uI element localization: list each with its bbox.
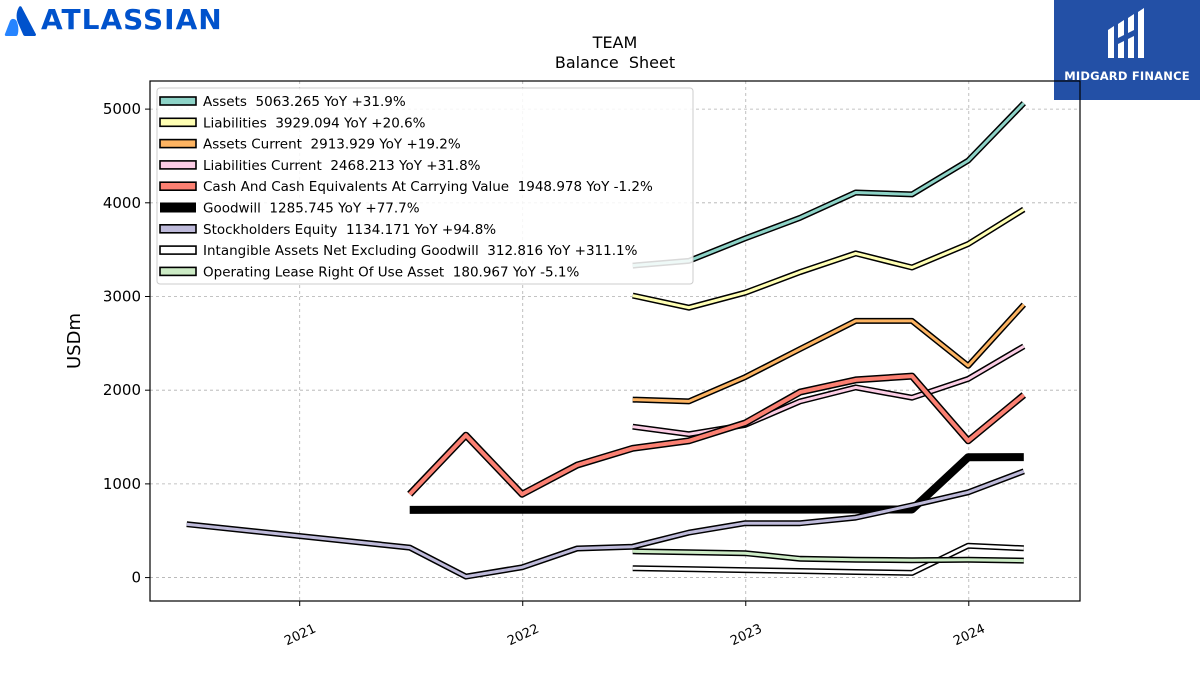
legend-entry: Liabilities 3929.094 YoY +20.6%: [203, 115, 426, 131]
atlassian-logo-icon: [4, 6, 36, 36]
legend-entry: Cash And Cash Equivalents At Carrying Va…: [203, 179, 653, 195]
legend-swatch: [159, 117, 197, 128]
plot-frame: [149, 80, 1081, 602]
series-line: [632, 544, 1024, 575]
x-tick-label: 2021: [282, 622, 318, 650]
y-tick-label: 3000: [103, 287, 141, 305]
y-tick-label: 1000: [103, 475, 141, 493]
series-line: [632, 303, 1025, 403]
series-liabilities-current: [632, 343, 1026, 438]
atlassian-wordmark: ATLASSIAN: [41, 3, 223, 36]
series-line: [186, 469, 1025, 579]
series-layer: [186, 101, 1027, 580]
y-tick-label: 2000: [103, 381, 141, 399]
series-assets-current: [632, 302, 1027, 405]
chart-title: TEAM: [592, 33, 638, 52]
series-operating-lease-right-of-use-asset: [632, 548, 1024, 564]
legend-swatch: [160, 202, 196, 213]
legend-swatch: [159, 181, 197, 191]
series-outline: [407, 372, 1027, 498]
legend-swatch: [159, 245, 197, 255]
legend-entry: Assets Current 2913.929 YoY +19.2%: [203, 137, 461, 153]
series-line: [632, 102, 1025, 268]
x-tick-label: 2022: [505, 622, 541, 650]
y-tick-label: 4000: [103, 194, 141, 212]
midgard-finance-label: MIDGARD FINANCE: [1064, 69, 1190, 83]
y-axis-label: USDm: [64, 313, 85, 369]
series-line: [632, 208, 1025, 310]
legend-entry: Stockholders Equity 1134.171 YoY +94.8%: [203, 222, 496, 238]
legend-box: [156, 87, 694, 285]
legend-swatch: [159, 96, 197, 106]
y-tick-label: 5000: [103, 100, 141, 118]
series-line: [408, 374, 1026, 497]
legend-swatch: [159, 224, 197, 234]
legend-swatch: [159, 266, 197, 277]
series-intangible-assets-net-excluding-goodwill: [632, 542, 1024, 576]
series-assets: [632, 101, 1026, 269]
series-line: [632, 549, 1024, 563]
legend: Assets 5063.265 YoY +31.9% Liabilities 39…: [156, 87, 694, 285]
series-stockholders-equity: [186, 468, 1025, 580]
legend-entry: Operating Lease Right Of Use Asset 180.9…: [203, 264, 579, 280]
legend-swatch: [159, 138, 197, 149]
x-tick-label: 2024: [951, 622, 987, 650]
series-cash-and-cash-equivalents-at-carrying-value: [407, 372, 1027, 498]
series-line: [632, 345, 1025, 436]
y-tick-label: 0: [131, 569, 141, 587]
legend-entry: Intangible Assets Net Excluding Goodwill…: [203, 243, 638, 259]
x-tick-label: 2023: [728, 622, 764, 650]
chart-subtitle: Balance Sheet: [555, 53, 675, 72]
midgard-logo-icon: [1108, 8, 1144, 58]
legend-swatch: [159, 160, 197, 170]
legend-entry: Liabilities Current 2468.213 YoY +31.8%: [203, 158, 481, 174]
midgard-finance-badge: MIDGARD FINANCE: [1054, 0, 1200, 100]
legend-entry: Assets 5063.265 YoY +31.9%: [203, 94, 406, 110]
series-liabilities: [632, 206, 1026, 311]
legend-entry: Goodwill 1285.745 YoY +77.7%: [203, 201, 420, 217]
